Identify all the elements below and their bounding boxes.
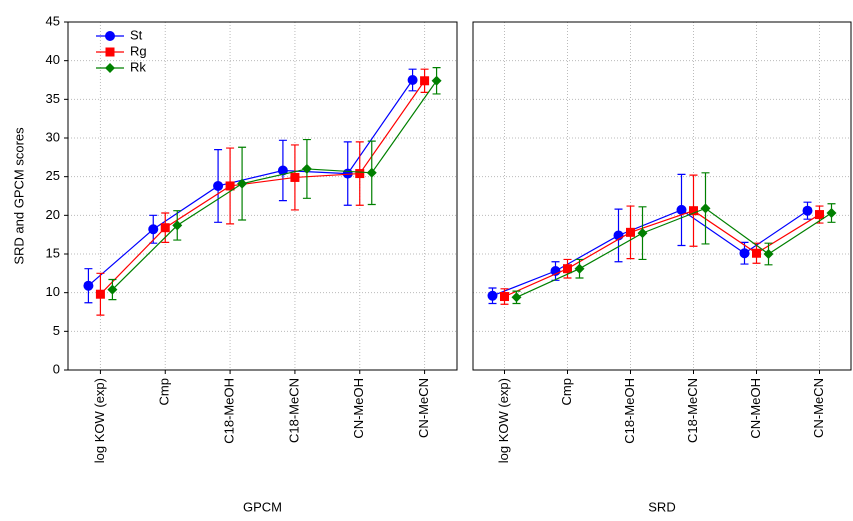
marker (763, 249, 774, 259)
marker (815, 210, 824, 220)
y-tick-label: 30 (46, 129, 60, 144)
y-tick-label: 45 (46, 13, 60, 28)
x-tick-label: CN-MeOH (748, 378, 763, 439)
marker (107, 284, 118, 295)
marker (700, 203, 711, 214)
x-axis-label: GPCM (243, 499, 282, 514)
marker (689, 206, 698, 216)
x-tick-label: Cmp (559, 378, 574, 405)
marker (277, 165, 288, 176)
legend-label: Rk (130, 59, 146, 74)
marker (172, 220, 183, 231)
series-line (492, 209, 808, 297)
marker (626, 227, 635, 237)
x-tick-label: C18-MeCN (685, 378, 700, 443)
x-tick-label: CN-MeCN (811, 378, 826, 438)
marker (420, 76, 430, 86)
y-tick-label: 40 (46, 52, 60, 67)
marker (290, 172, 300, 182)
plot-frame (472, 21, 852, 371)
y-tick-label: 35 (46, 91, 60, 106)
series-line (99, 80, 426, 295)
marker (225, 181, 235, 191)
marker (826, 208, 837, 219)
y-tick-label: 10 (46, 284, 60, 299)
marker (83, 280, 94, 291)
x-tick-label: CN-MeOH (351, 378, 366, 439)
y-tick-label: 25 (46, 168, 60, 183)
marker (676, 204, 687, 215)
x-tick-label: C18-MeOH (622, 378, 637, 444)
x-tick-label: Cmp (157, 378, 172, 405)
marker (574, 263, 585, 274)
x-tick-label: log KOW (exp) (92, 378, 107, 463)
x-tick-label: log KOW (exp) (496, 378, 511, 463)
marker (213, 180, 224, 191)
marker (95, 289, 105, 299)
series-line (88, 79, 414, 287)
y-tick-label: 15 (46, 245, 60, 260)
marker (366, 167, 377, 178)
y-tick-label: 5 (53, 323, 60, 338)
marker (105, 47, 115, 57)
marker (637, 228, 648, 239)
legend-label: St (130, 27, 143, 42)
series-line (504, 210, 820, 298)
x-tick-label: C18-MeCN (286, 378, 301, 443)
plot-frame (67, 21, 458, 371)
marker (500, 292, 509, 302)
y-axis-label: SRD and GPCM scores (11, 127, 26, 265)
marker (105, 31, 115, 41)
marker (237, 178, 248, 189)
legend-label: Rg (130, 43, 147, 58)
marker (487, 290, 498, 301)
marker (739, 248, 750, 259)
marker (563, 264, 572, 274)
marker (752, 248, 761, 258)
marker (160, 223, 170, 233)
series-line (111, 80, 438, 290)
x-axis-label: SRD (648, 499, 675, 514)
y-tick-label: 20 (46, 207, 60, 222)
marker (407, 75, 418, 85)
marker (105, 63, 115, 73)
series-line (516, 207, 832, 298)
x-tick-label: C18-MeOH (222, 378, 237, 444)
marker (431, 75, 442, 86)
marker (802, 205, 813, 216)
marker (301, 163, 312, 174)
y-tick-label: 0 (53, 361, 60, 376)
marker (148, 224, 159, 235)
marker (355, 169, 365, 179)
x-tick-label: CN-MeCN (416, 378, 431, 438)
marker (511, 292, 522, 303)
